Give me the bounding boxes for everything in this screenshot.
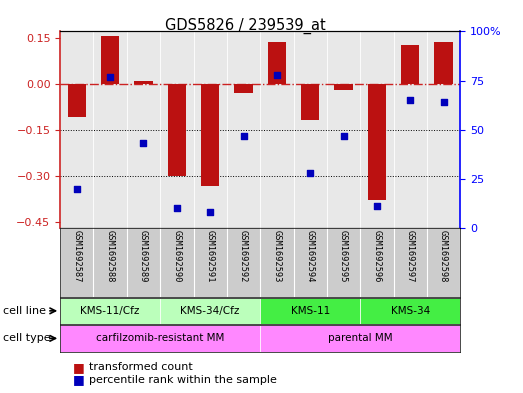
Text: GSM1692594: GSM1692594 [306,230,315,283]
Point [240,132,248,139]
Text: KMS-11: KMS-11 [291,306,330,316]
Bar [201,84,219,187]
Bar [260,298,360,324]
Point [173,205,181,211]
Text: GSM1692591: GSM1692591 [206,230,214,283]
Text: GSM1692592: GSM1692592 [239,230,248,283]
Point [206,209,214,215]
Bar [268,42,286,84]
Text: GSM1692590: GSM1692590 [173,230,181,283]
Bar [360,298,460,324]
Bar [134,81,153,84]
Bar [368,84,386,200]
Text: GSM1692595: GSM1692595 [339,230,348,283]
Text: GSM1692593: GSM1692593 [272,230,281,283]
Text: KMS-34: KMS-34 [391,306,430,316]
Bar [160,298,260,324]
Text: GSM1692587: GSM1692587 [72,230,81,283]
Bar [435,42,453,84]
Text: cell line: cell line [3,306,46,316]
Point [73,185,81,192]
Text: KMS-11/Cfz: KMS-11/Cfz [81,306,140,316]
Bar [60,325,260,352]
Bar [60,298,160,324]
Text: GDS5826 / 239539_at: GDS5826 / 239539_at [165,18,326,34]
Point [106,73,115,80]
Bar [334,84,353,90]
Text: GSM1692597: GSM1692597 [406,230,415,283]
Point [339,132,348,139]
Point [439,99,448,105]
Bar [234,84,253,93]
Bar [260,325,460,352]
Text: ■: ■ [73,373,85,387]
Text: GSM1692589: GSM1692589 [139,230,148,283]
Point [272,72,281,78]
Point [406,97,414,103]
Text: GSM1692588: GSM1692588 [106,230,115,283]
Text: transformed count: transformed count [89,362,192,373]
Point [139,140,147,147]
Text: cell type: cell type [3,333,50,343]
Text: ■: ■ [73,361,85,374]
Bar [301,84,320,121]
Bar [401,45,419,84]
Point [373,203,381,209]
Text: parental MM: parental MM [328,333,393,343]
Text: percentile rank within the sample: percentile rank within the sample [89,375,277,385]
Bar [168,84,186,176]
Bar [67,84,86,118]
Text: GSM1692598: GSM1692598 [439,230,448,283]
Point [306,170,314,176]
Text: carfilzomib-resistant MM: carfilzomib-resistant MM [96,333,224,343]
Text: KMS-34/Cfz: KMS-34/Cfz [180,306,240,316]
Bar [101,36,119,84]
Text: GSM1692596: GSM1692596 [372,230,381,283]
